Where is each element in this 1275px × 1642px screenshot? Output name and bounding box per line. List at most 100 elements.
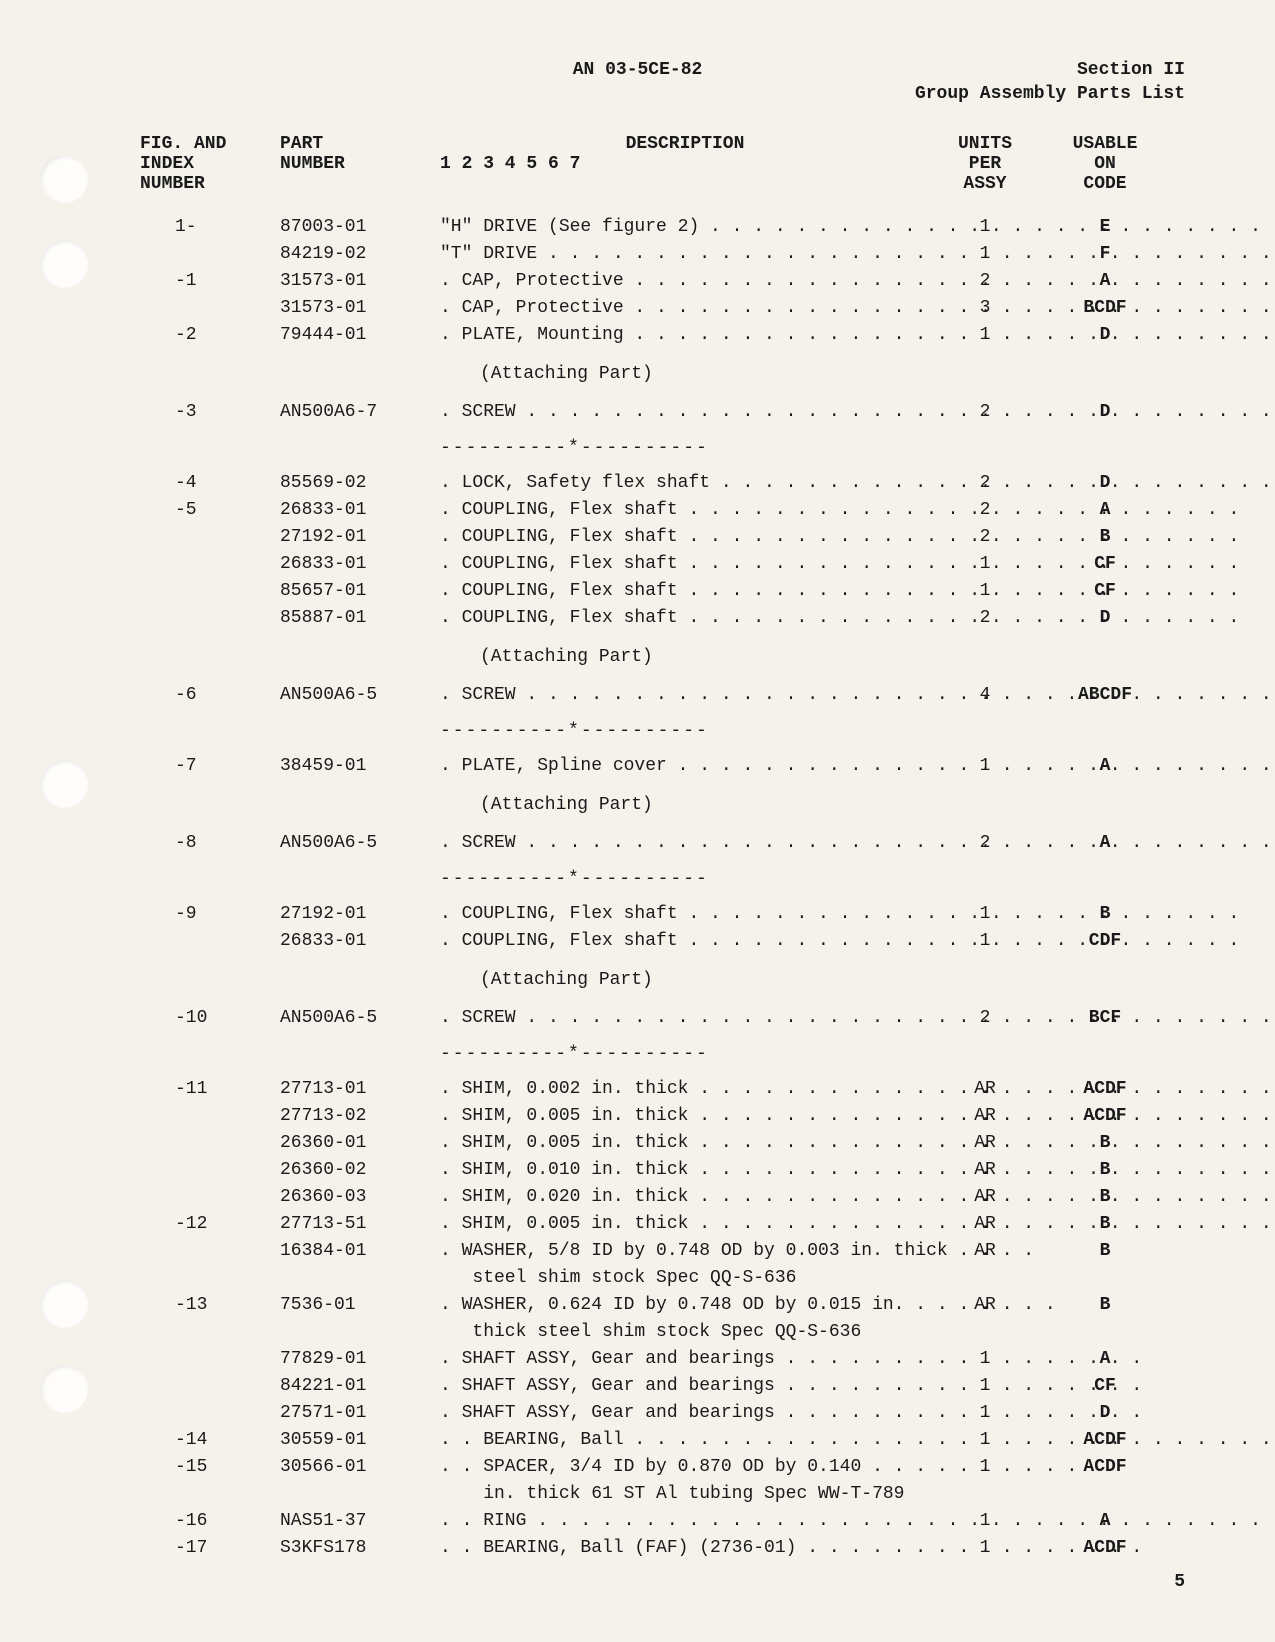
index-cell <box>140 1184 280 1211</box>
part-cell: 27713-51 <box>280 1211 440 1238</box>
units-cell: 1 <box>930 1400 1040 1427</box>
table-row: 85657-01. COUPLING, Flex shaft . . . . .… <box>140 578 1185 605</box>
part-cell: AN500A6-5 <box>280 1005 440 1032</box>
part-cell: 31573-01 <box>280 295 440 322</box>
table-row: -16NAS51-37. . RING . . . . . . . . . . … <box>140 1508 1185 1535</box>
part-cell: 30566-01 <box>280 1454 440 1481</box>
units-cell: 1 <box>930 241 1040 268</box>
doc-number: AN 03-5CE-82 <box>573 60 703 80</box>
index-cell <box>140 551 280 578</box>
attaching-label: (Attaching Part) <box>140 970 1185 990</box>
desc-cell: . SCREW . . . . . . . . . . . . . . . . … <box>440 399 930 426</box>
col3-h2: 1 2 3 4 5 6 7 <box>440 154 930 174</box>
code-cell: A <box>1040 830 1170 857</box>
col3-h1: DESCRIPTION <box>440 134 930 154</box>
desc-cell: . COUPLING, Flex shaft . . . . . . . . .… <box>440 928 930 955</box>
part-cell: 85569-02 <box>280 470 440 497</box>
punch-hole <box>40 1280 88 1328</box>
table-row: 26833-01. COUPLING, Flex shaft . . . . .… <box>140 928 1185 955</box>
code-cell: D <box>1040 322 1170 349</box>
index-cell: -17 <box>140 1535 280 1562</box>
code-cell: E <box>1040 214 1170 241</box>
index-cell <box>140 1265 280 1292</box>
index-cell <box>140 1481 280 1508</box>
desc-cell: . COUPLING, Flex shaft . . . . . . . . .… <box>440 524 930 551</box>
table-row: -1127713-01. SHIM, 0.002 in. thick . . .… <box>140 1076 1185 1103</box>
units-cell: AR <box>930 1211 1040 1238</box>
units-cell: 1 <box>930 901 1040 928</box>
desc-cell: . PLATE, Mounting . . . . . . . . . . . … <box>440 322 930 349</box>
index-cell <box>140 928 280 955</box>
col2-h1: PART <box>280 134 440 154</box>
part-cell: 30559-01 <box>280 1427 440 1454</box>
units-cell: 1 <box>930 1373 1040 1400</box>
units-cell: 4 <box>930 682 1040 709</box>
col5-h3: CODE <box>1040 174 1170 194</box>
units-cell <box>930 1481 1040 1508</box>
index-cell <box>140 1319 280 1346</box>
part-cell: 26833-01 <box>280 928 440 955</box>
code-cell: B <box>1040 901 1170 928</box>
part-cell: 26833-01 <box>280 551 440 578</box>
desc-cell: . CAP, Protective . . . . . . . . . . . … <box>440 295 930 322</box>
table-row: 85887-01. COUPLING, Flex shaft . . . . .… <box>140 605 1185 632</box>
table-row: -738459-01. PLATE, Spline cover . . . . … <box>140 753 1185 780</box>
desc-cell: thick steel shim stock Spec QQ-S-636 <box>440 1319 930 1346</box>
index-cell <box>140 241 280 268</box>
index-cell <box>140 524 280 551</box>
separator: ----------*---------- <box>140 721 1185 741</box>
index-cell: -9 <box>140 901 280 928</box>
index-cell: -11 <box>140 1076 280 1103</box>
table-row: in. thick 61 ST Al tubing Spec WW-T-789 <box>140 1481 1185 1508</box>
desc-cell: . SHIM, 0.020 in. thick . . . . . . . . … <box>440 1184 930 1211</box>
table-row: -1227713-51. SHIM, 0.005 in. thick . . .… <box>140 1211 1185 1238</box>
table-row: -279444-01. PLATE, Mounting . . . . . . … <box>140 322 1185 349</box>
code-cell: CF <box>1040 551 1170 578</box>
page-header: AN 03-5CE-82 Section II <box>140 60 1185 80</box>
desc-cell: . COUPLING, Flex shaft . . . . . . . . .… <box>440 551 930 578</box>
part-cell <box>280 1481 440 1508</box>
part-cell: 27713-02 <box>280 1103 440 1130</box>
table-body: -6AN500A6-5. SCREW . . . . . . . . . . .… <box>140 682 1185 709</box>
attaching-label: (Attaching Part) <box>140 364 1185 384</box>
desc-cell: . SHAFT ASSY, Gear and bearings . . . . … <box>440 1373 930 1400</box>
index-cell <box>140 578 280 605</box>
units-cell: 2 <box>930 470 1040 497</box>
table-row: -927192-01. COUPLING, Flex shaft . . . .… <box>140 901 1185 928</box>
punch-hole <box>40 1365 88 1413</box>
index-cell <box>140 295 280 322</box>
units-cell <box>930 1265 1040 1292</box>
units-cell: 1 <box>930 1454 1040 1481</box>
page-number: 5 <box>1174 1572 1185 1592</box>
code-cell: B <box>1040 1130 1170 1157</box>
index-cell: -6 <box>140 682 280 709</box>
part-cell: 84219-02 <box>280 241 440 268</box>
part-cell: 27571-01 <box>280 1400 440 1427</box>
table-body: -3AN500A6-7. SCREW . . . . . . . . . . .… <box>140 399 1185 426</box>
index-cell: -7 <box>140 753 280 780</box>
index-cell <box>140 1373 280 1400</box>
table-row: -3AN500A6-7. SCREW . . . . . . . . . . .… <box>140 399 1185 426</box>
desc-cell: . SHIM, 0.005 in. thick . . . . . . . . … <box>440 1130 930 1157</box>
units-cell: AR <box>930 1103 1040 1130</box>
table-row: 26360-03. SHIM, 0.020 in. thick . . . . … <box>140 1184 1185 1211</box>
code-cell: A <box>1040 753 1170 780</box>
part-cell: 84221-01 <box>280 1373 440 1400</box>
desc-cell: . SHIM, 0.002 in. thick . . . . . . . . … <box>440 1076 930 1103</box>
desc-cell: "H" DRIVE (See figure 2) . . . . . . . .… <box>440 214 930 241</box>
index-cell <box>140 1130 280 1157</box>
punch-hole <box>40 760 88 808</box>
table-row: -137536-01. WASHER, 0.624 ID by 0.748 OD… <box>140 1292 1185 1319</box>
part-cell: 7536-01 <box>280 1292 440 1319</box>
code-cell: D <box>1040 399 1170 426</box>
table-body: -8AN500A6-5. SCREW . . . . . . . . . . .… <box>140 830 1185 857</box>
units-cell: 2 <box>930 605 1040 632</box>
table-row: 26360-02. SHIM, 0.010 in. thick . . . . … <box>140 1157 1185 1184</box>
index-cell: -2 <box>140 322 280 349</box>
table-row: -8AN500A6-5. SCREW . . . . . . . . . . .… <box>140 830 1185 857</box>
table-row: 26833-01. COUPLING, Flex shaft . . . . .… <box>140 551 1185 578</box>
index-cell: 1- <box>140 214 280 241</box>
desc-cell: in. thick 61 ST Al tubing Spec WW-T-789 <box>440 1481 930 1508</box>
table-body: 1-87003-01"H" DRIVE (See figure 2) . . .… <box>140 214 1185 349</box>
index-cell: -16 <box>140 1508 280 1535</box>
